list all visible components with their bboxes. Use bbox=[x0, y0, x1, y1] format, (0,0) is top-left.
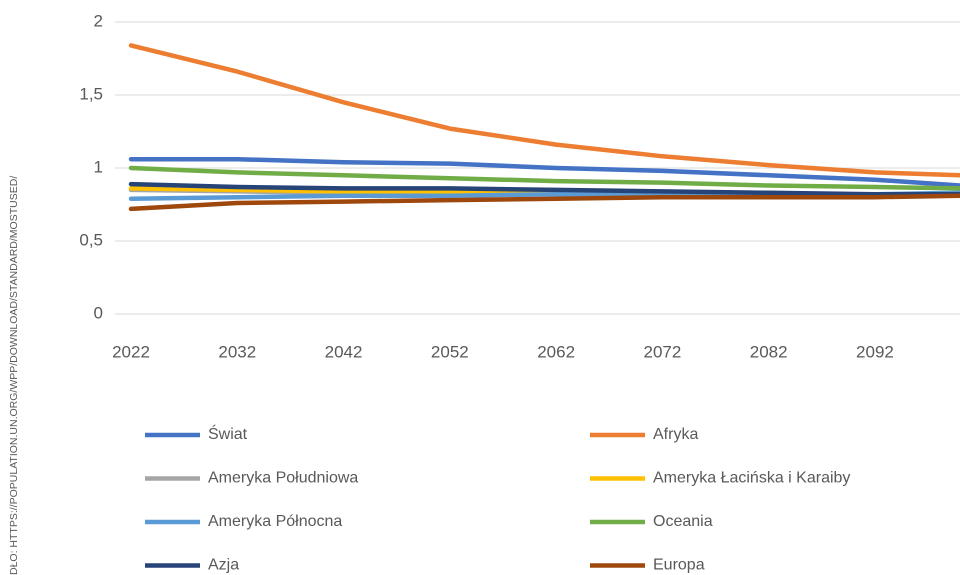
x-tick-label: 2042 bbox=[325, 342, 363, 361]
y-tick-label: 1 bbox=[94, 157, 103, 176]
series-line bbox=[128, 193, 960, 212]
series-line bbox=[128, 156, 960, 188]
legend-label: Oceania bbox=[653, 513, 713, 530]
x-tick-label: 2022 bbox=[112, 342, 150, 361]
legend-label: Afryka bbox=[653, 426, 698, 443]
y-tick-label: 1,5 bbox=[79, 84, 103, 103]
y-tick-label: 0,5 bbox=[79, 230, 103, 249]
source-note: DŁO: HTTPS://POPULATION.UN.ORG/WPP/DOWNL… bbox=[8, 176, 20, 575]
legend-label: Ameryka Północna bbox=[208, 513, 342, 530]
x-tick-label: 2052 bbox=[431, 342, 469, 361]
y-tick-label: 2 bbox=[94, 11, 103, 30]
series-line bbox=[128, 165, 960, 191]
plot-lines bbox=[128, 43, 960, 212]
legend-label: Świat bbox=[208, 424, 248, 443]
legend-label: Azja bbox=[208, 557, 239, 574]
legend-label: Ameryka Łacińska i Karaiby bbox=[653, 470, 850, 487]
y-tick-label: 0 bbox=[94, 303, 103, 322]
x-tick-label: 2062 bbox=[537, 342, 575, 361]
legend-label: Ameryka Południowa bbox=[208, 470, 358, 487]
series-line bbox=[128, 181, 960, 197]
x-tick-label: 2072 bbox=[643, 342, 681, 361]
x-tick-label: 2082 bbox=[750, 342, 788, 361]
x-tick-label: 2092 bbox=[856, 342, 894, 361]
legend-label: Europa bbox=[653, 557, 705, 574]
series-line bbox=[128, 43, 960, 178]
x-tick-label: 2032 bbox=[218, 342, 256, 361]
